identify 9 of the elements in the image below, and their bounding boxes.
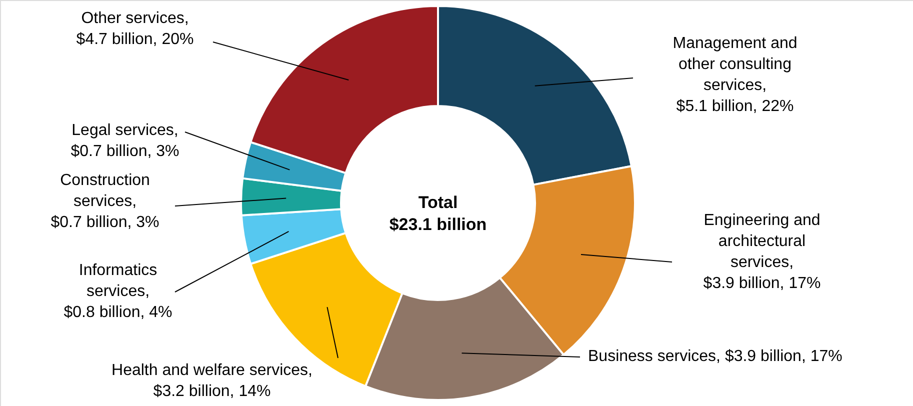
slice-label: Business services, $3.9 billion, 17% xyxy=(588,348,842,365)
slice-label: Management and other consulting services, $5.1 billion, 22% xyxy=(672,35,798,115)
slice-label: Legal services, $0.7 billion, 3% xyxy=(70,122,180,160)
slice-label: Informatics services, $0.8 billion, 4% xyxy=(64,262,172,321)
slice-label: Engineering and architectural services, $3.9 billion, 17% xyxy=(703,212,821,292)
slice-label: Health and welfare services, $3.2 billion, 14% xyxy=(112,362,312,400)
slice-label: Other services, $4.7 billion, 20% xyxy=(76,10,194,48)
text: Total $23.1 billion xyxy=(389,193,487,234)
slice-label: Construction services, $0.7 billion, 3% xyxy=(50,172,160,231)
